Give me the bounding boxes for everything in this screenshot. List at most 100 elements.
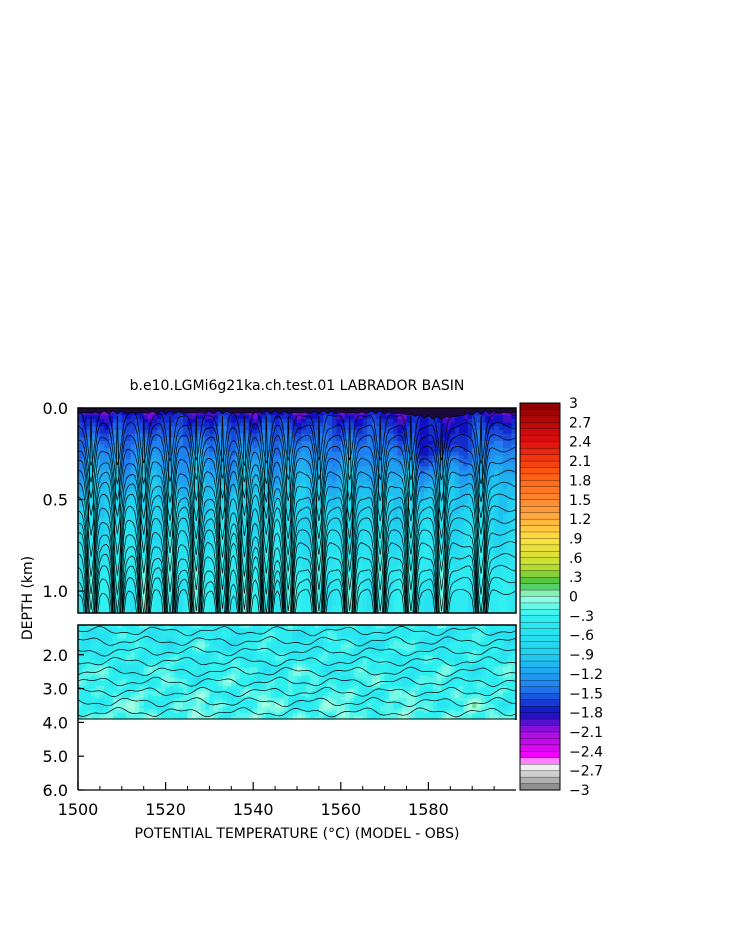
colorbar-band (519, 776, 561, 785)
colorbar-label-9: .3 (569, 570, 582, 586)
colorbar-band (519, 454, 561, 462)
x-tick-label-0: 1500 (58, 800, 99, 819)
colorbar-band (519, 744, 561, 752)
lower-y-tick-label-3: 5.0 (43, 747, 68, 766)
colorbar-band (519, 596, 561, 604)
colorbar-label-20: −3 (569, 783, 590, 799)
colorbar-label-15: −1.5 (569, 686, 603, 702)
colorbar-band (519, 512, 561, 520)
lower-panel-field (78, 625, 516, 720)
colorbar-band (519, 577, 561, 585)
colorbar-label-2: 2.4 (569, 435, 591, 451)
colorbar-band (519, 660, 561, 668)
colorbar-band (519, 570, 561, 578)
colorbar-band (519, 712, 561, 720)
colorbar-band (519, 602, 561, 610)
colorbar-label-13: −.9 (569, 648, 594, 664)
colorbar-band (519, 518, 561, 527)
colorbar-band (519, 435, 561, 443)
colorbar-band (519, 551, 561, 559)
colorbar-band (519, 486, 561, 494)
colorbar-label-5: 1.5 (569, 493, 591, 509)
colorbar-band (519, 428, 561, 436)
upper-y-tick-label-0: 0.0 (43, 399, 68, 418)
colorbar-band (519, 673, 561, 681)
colorbar-label-16: −1.8 (569, 706, 603, 722)
colorbar-band (519, 480, 561, 488)
colorbar-band (519, 738, 561, 746)
colorbar-band (519, 615, 561, 623)
colorbar-band (519, 525, 561, 533)
colorbar-band (519, 422, 561, 430)
lower-y-tick-label-4: 6.0 (43, 781, 68, 800)
y-axis: 0.0 0.5 1.0 2.0 3.0 4.0 5.0 6.0 (43, 399, 84, 800)
x-tick-label-1: 1520 (145, 800, 186, 819)
colorbar-label-11: −.3 (569, 609, 594, 625)
upper-y-tick-label-2: 1.0 (43, 582, 68, 601)
colorbar-band (519, 667, 561, 675)
colorbar-band (519, 538, 561, 546)
x-tick-label-4: 1580 (408, 800, 449, 819)
colorbar-band (519, 499, 561, 507)
colorbar-band (519, 718, 561, 727)
x-axis: 1500 1520 1540 1560 1580 (58, 782, 516, 819)
colorbar-band (519, 699, 561, 707)
colorbar-band (519, 589, 561, 598)
colorbar-band (519, 583, 561, 591)
colorbar-label-18: −2.4 (569, 744, 603, 760)
colorbar-band (519, 680, 561, 688)
colorbar-band (519, 783, 561, 791)
colorbar-label-19: −2.7 (569, 764, 603, 780)
upper-panel-field (78, 408, 516, 613)
colorbar-band (519, 531, 561, 539)
colorbar-band (519, 441, 561, 449)
colorbar-band (519, 731, 561, 739)
colorbar-band (519, 706, 561, 714)
colorbar-band (519, 622, 561, 630)
colorbar-band (519, 693, 561, 701)
colorbar-band (519, 506, 561, 514)
colorbar-label-7: .9 (569, 532, 582, 548)
lower-panel-frame (77, 624, 517, 790)
colorbar-band (519, 467, 561, 475)
y-axis-label: DEPTH (km) (20, 556, 36, 640)
lower-y-tick-label-1: 3.0 (43, 680, 68, 699)
lower-y-tick-label-0: 2.0 (43, 646, 68, 665)
colorbar-band (519, 647, 561, 656)
colorbar-label-0: 3 (569, 396, 578, 412)
x-tick-label-2: 1540 (233, 800, 274, 819)
x-axis-label: POTENTIAL TEMPERATURE (°C) (MODEL - OBS) (135, 826, 460, 842)
colorbar-label-17: −2.1 (569, 725, 603, 741)
colorbar-band (519, 447, 561, 456)
colorbar-band (519, 544, 561, 552)
colorbar-band (519, 770, 561, 778)
colorbar-band (519, 557, 561, 565)
colorbar-band (519, 402, 561, 410)
colorbar-band (519, 609, 561, 617)
colorbar-band (519, 635, 561, 643)
upper-panel-contours (78, 408, 516, 613)
chart-title: b.e10.LGMi6g21ka.ch.test.01 LABRADOR BAS… (130, 378, 465, 394)
lower-panel-contours (78, 626, 516, 720)
upper-y-tick-label-1: 0.5 (43, 491, 68, 510)
colorbar-label-8: .6 (569, 551, 582, 567)
colorbar-label-3: 2.1 (569, 454, 591, 470)
colorbar-label-6: 1.2 (569, 512, 591, 528)
lower-y-tick-label-2: 4.0 (43, 713, 68, 732)
colorbar-frame (519, 402, 561, 791)
colorbar-band (519, 686, 561, 694)
colorbar-band (519, 415, 561, 423)
x-tick-label-3: 1560 (320, 800, 361, 819)
colorbar-band (519, 460, 561, 469)
colorbar-band (519, 764, 561, 772)
colorbar-label-10: 0 (569, 590, 578, 606)
upper-panel-frame (77, 407, 517, 614)
colorbar-band (519, 641, 561, 649)
colorbar-band (519, 409, 561, 417)
colorbar-band (519, 725, 561, 733)
colorbar-label-12: −.6 (569, 628, 594, 644)
colorbar-band (519, 564, 561, 572)
colorbar-label-1: 2.7 (569, 415, 591, 431)
colorbar-band (519, 628, 561, 636)
